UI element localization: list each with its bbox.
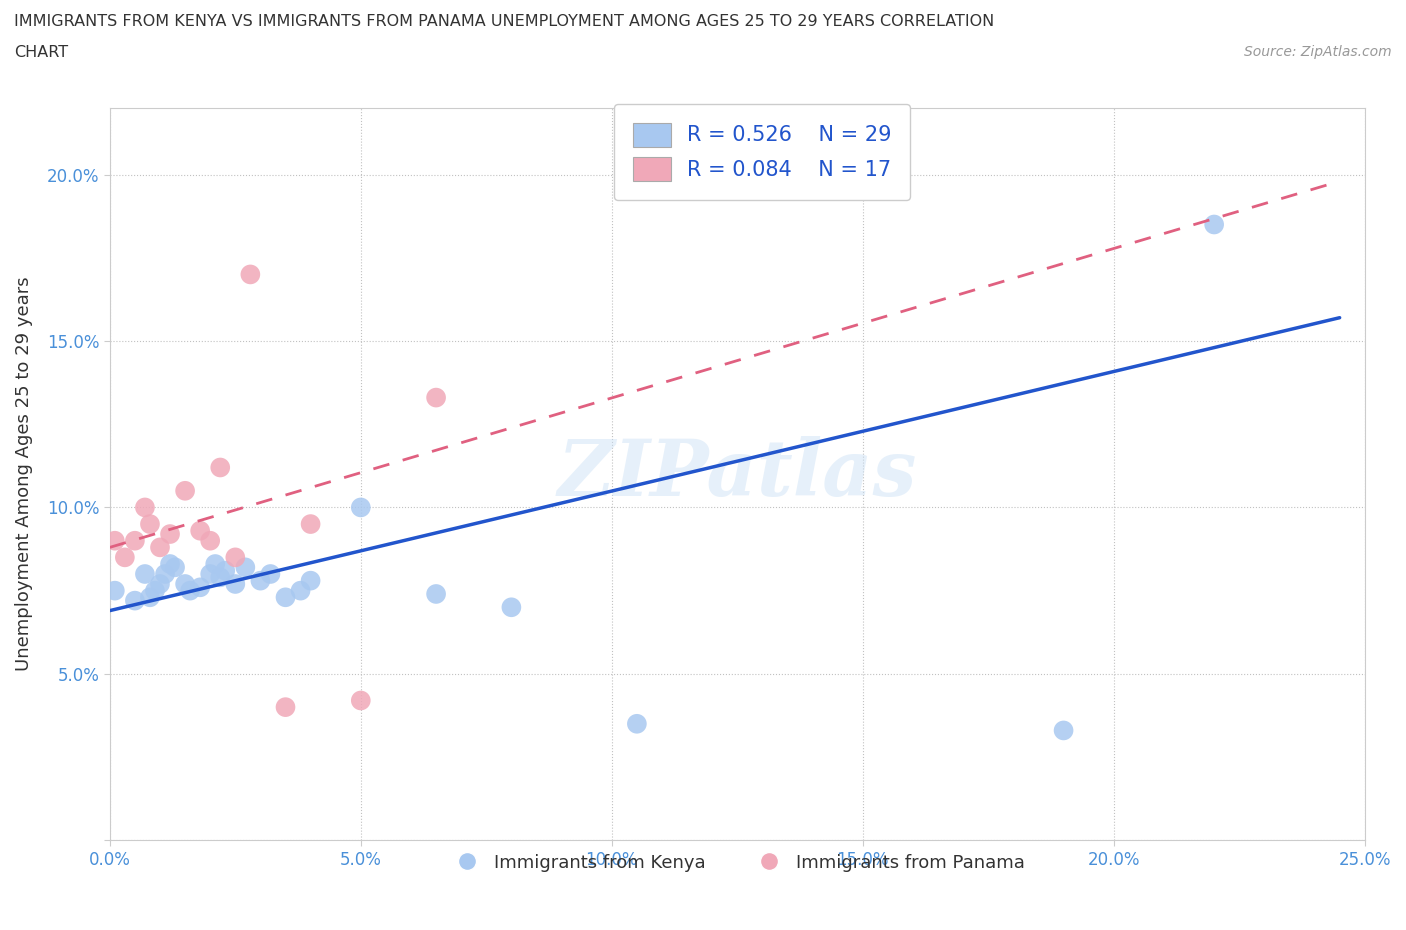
- Point: [124, 533, 146, 548]
- Point: [114, 550, 136, 565]
- Y-axis label: Unemployment Among Ages 25 to 29 years: Unemployment Among Ages 25 to 29 years: [15, 277, 32, 671]
- Point: [134, 566, 156, 581]
- Point: [299, 573, 322, 588]
- Point: [299, 517, 322, 532]
- Point: [204, 556, 226, 571]
- Point: [124, 593, 146, 608]
- Point: [350, 500, 373, 515]
- Point: [139, 590, 162, 604]
- Point: [425, 391, 447, 405]
- Point: [200, 533, 222, 548]
- Point: [104, 533, 127, 548]
- Point: [259, 566, 281, 581]
- Point: [274, 590, 297, 604]
- Text: Source: ZipAtlas.com: Source: ZipAtlas.com: [1244, 45, 1392, 59]
- Point: [224, 577, 246, 591]
- Point: [350, 693, 373, 708]
- Point: [626, 716, 648, 731]
- Point: [179, 583, 201, 598]
- Point: [249, 573, 271, 588]
- Point: [174, 484, 197, 498]
- Point: [174, 577, 197, 591]
- Point: [149, 540, 172, 555]
- Point: [159, 526, 181, 541]
- Point: [290, 583, 312, 598]
- Point: [149, 577, 172, 591]
- Point: [224, 550, 246, 565]
- Point: [209, 570, 232, 585]
- Point: [1204, 217, 1226, 232]
- Point: [104, 583, 127, 598]
- Point: [159, 556, 181, 571]
- Point: [233, 560, 256, 575]
- Point: [153, 566, 176, 581]
- Point: [188, 580, 211, 595]
- Point: [188, 524, 211, 538]
- Point: [134, 500, 156, 515]
- Text: CHART: CHART: [14, 45, 67, 60]
- Point: [143, 583, 166, 598]
- Point: [165, 560, 187, 575]
- Point: [139, 517, 162, 532]
- Point: [214, 564, 236, 578]
- Point: [209, 460, 232, 475]
- Point: [425, 587, 447, 602]
- Point: [501, 600, 523, 615]
- Text: IMMIGRANTS FROM KENYA VS IMMIGRANTS FROM PANAMA UNEMPLOYMENT AMONG AGES 25 TO 29: IMMIGRANTS FROM KENYA VS IMMIGRANTS FROM…: [14, 14, 994, 29]
- Text: ZIPatlas: ZIPatlas: [558, 436, 917, 512]
- Point: [239, 267, 262, 282]
- Legend: Immigrants from Kenya, Immigrants from Panama: Immigrants from Kenya, Immigrants from P…: [441, 846, 1032, 879]
- Point: [1052, 723, 1074, 737]
- Point: [200, 566, 222, 581]
- Point: [274, 699, 297, 714]
